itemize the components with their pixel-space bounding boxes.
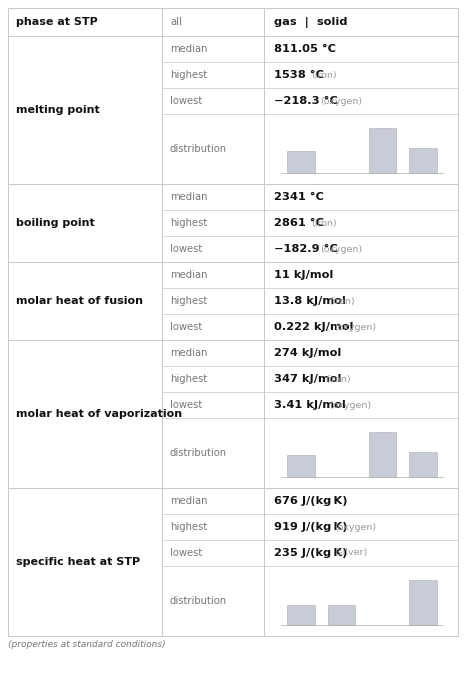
Text: melting point: melting point — [16, 105, 100, 115]
Text: 13.8 kJ/mol: 13.8 kJ/mol — [274, 296, 346, 306]
Text: specific heat at STP: specific heat at STP — [16, 557, 140, 567]
Text: lowest: lowest — [170, 400, 202, 410]
Bar — [409, 580, 437, 625]
Bar — [409, 149, 437, 173]
Text: (properties at standard conditions): (properties at standard conditions) — [8, 640, 165, 649]
Text: median: median — [170, 44, 207, 54]
Text: (oxygen): (oxygen) — [334, 522, 376, 531]
Text: highest: highest — [170, 374, 207, 384]
Text: (iron): (iron) — [312, 70, 337, 79]
Bar — [287, 151, 315, 173]
Text: median: median — [170, 496, 207, 506]
Bar — [409, 453, 437, 477]
Text: −182.9 °C: −182.9 °C — [274, 244, 338, 254]
Text: highest: highest — [170, 296, 207, 306]
Text: 3.41 kJ/mol: 3.41 kJ/mol — [274, 400, 346, 410]
Text: (oxygen): (oxygen) — [334, 323, 376, 332]
Text: 347 kJ/mol: 347 kJ/mol — [274, 374, 342, 384]
Bar — [287, 455, 315, 477]
Text: 676 J/(kg K): 676 J/(kg K) — [274, 496, 348, 506]
Text: distribution: distribution — [170, 144, 227, 154]
Text: 235 J/(kg K): 235 J/(kg K) — [274, 548, 347, 558]
Text: 1538 °C: 1538 °C — [274, 70, 324, 80]
Bar — [369, 129, 396, 173]
Bar — [328, 605, 356, 625]
Text: median: median — [170, 270, 207, 280]
Text: distribution: distribution — [170, 596, 227, 606]
Text: (iron): (iron) — [325, 375, 351, 384]
Text: lowest: lowest — [170, 548, 202, 558]
Text: 274 kJ/mol: 274 kJ/mol — [274, 348, 342, 358]
Text: (iron): (iron) — [329, 296, 355, 305]
Text: distribution: distribution — [170, 448, 227, 458]
Text: 2861 °C: 2861 °C — [274, 218, 324, 228]
Text: (oxygen): (oxygen) — [321, 97, 363, 106]
Text: 919 J/(kg K): 919 J/(kg K) — [274, 522, 348, 532]
Text: (iron): (iron) — [312, 218, 337, 227]
Text: boiling point: boiling point — [16, 218, 95, 228]
Text: molar heat of vaporization: molar heat of vaporization — [16, 409, 182, 419]
Text: lowest: lowest — [170, 322, 202, 332]
Text: median: median — [170, 348, 207, 358]
Text: (oxygen): (oxygen) — [329, 401, 372, 410]
Text: lowest: lowest — [170, 96, 202, 106]
Text: highest: highest — [170, 70, 207, 80]
Text: all: all — [170, 17, 182, 27]
Text: (oxygen): (oxygen) — [321, 245, 363, 254]
Text: 0.222 kJ/mol: 0.222 kJ/mol — [274, 322, 354, 332]
Text: median: median — [170, 192, 207, 202]
Text: phase at STP: phase at STP — [16, 17, 98, 27]
Text: molar heat of fusion: molar heat of fusion — [16, 296, 143, 306]
Text: highest: highest — [170, 218, 207, 228]
Text: 2341 °C: 2341 °C — [274, 192, 324, 202]
Text: gas  |  solid: gas | solid — [274, 17, 348, 28]
Text: 811.05 °C: 811.05 °C — [274, 44, 336, 54]
Bar — [287, 605, 315, 625]
Text: (silver): (silver) — [334, 549, 367, 558]
Text: lowest: lowest — [170, 244, 202, 254]
Bar — [369, 433, 396, 477]
Text: highest: highest — [170, 522, 207, 532]
Text: 11 kJ/mol: 11 kJ/mol — [274, 270, 333, 280]
Text: −218.3 °C: −218.3 °C — [274, 96, 338, 106]
